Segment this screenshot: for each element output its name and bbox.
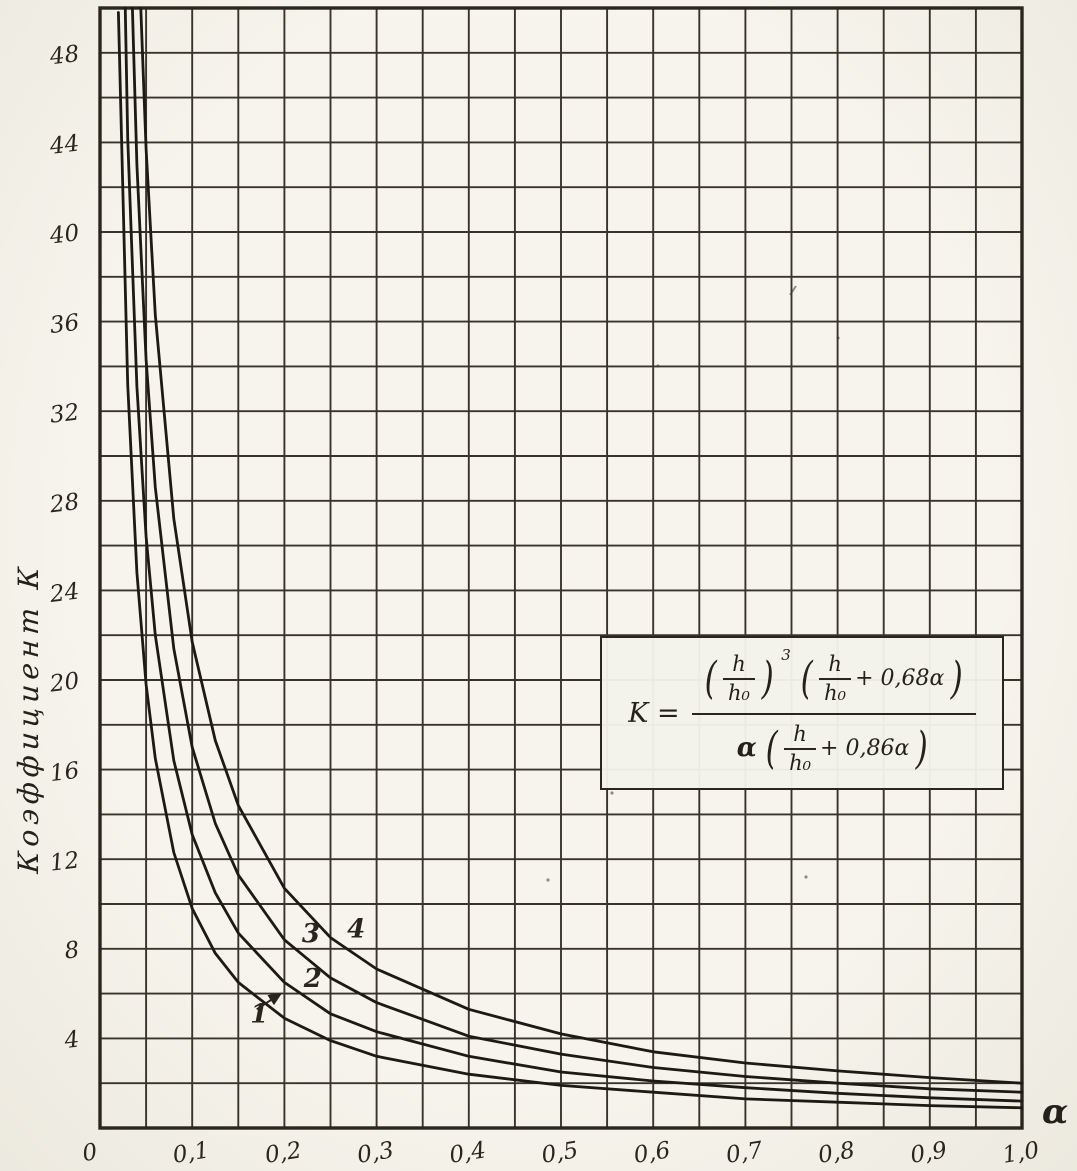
paren-open: (: [800, 653, 813, 705]
h-over-h0-fraction: h h₀: [784, 724, 817, 774]
scan-artifacts: [546, 285, 840, 882]
curve-1: [117, 11, 1024, 1110]
formula-alpha-coef: α: [736, 733, 757, 764]
plot-border: [98, 6, 1024, 1130]
x-tick-label: 0,6: [632, 1137, 672, 1168]
x-tick-label: 1,0: [1001, 1137, 1041, 1168]
y-tick-label: 12: [48, 847, 80, 876]
tick-labels: 0 0,1 0,2 0,3 0,4 0,5 0,6 0,7 0,8 0,9 1,0481216202…: [48, 41, 1041, 1169]
x-tick-label: 0,3: [355, 1137, 395, 1168]
y-axis-title: Коэффициент К: [12, 561, 45, 875]
paren-open: (: [704, 653, 717, 705]
formula-den-term: + 0,86α: [820, 736, 910, 762]
h-over-h0-fraction: h h₀: [723, 654, 755, 704]
y-tick-label: 8: [63, 937, 81, 965]
y-tick-label: 20: [48, 668, 81, 697]
y-tick-label: 24: [48, 579, 81, 608]
x-tick-label: 0,2: [263, 1137, 303, 1168]
formula-numerator: ( h h₀ ) 3 ( h h₀ + 0,68α ): [691, 647, 976, 715]
y-tick-label: 48: [48, 41, 81, 70]
y-tick-label: 16: [48, 758, 80, 787]
formula-num-term: + 0,68α: [855, 666, 945, 692]
x-axis-title: α: [1042, 1092, 1069, 1132]
curves: [117, 7, 1024, 1110]
curve-label-3: 3: [302, 919, 320, 949]
x-tick-label: 0,1: [171, 1137, 211, 1168]
x-tick-label: 0,4: [448, 1137, 488, 1168]
formula-exponent: 3: [781, 646, 791, 664]
paren-close: ): [761, 653, 774, 705]
h-over-h0-fraction: h h₀: [819, 654, 852, 704]
curve-label-arrow: [256, 992, 283, 1011]
curve-label-4: 4: [347, 915, 365, 945]
curve-label-1: 1: [250, 1000, 268, 1030]
x-tick-label: 0,5: [540, 1137, 580, 1168]
x-tick-label: 0,9: [909, 1137, 949, 1168]
formula-fraction: ( h h₀ ) 3 ( h h₀ + 0,68α ) α ( h: [691, 647, 976, 774]
y-tick-label: 32: [48, 399, 80, 428]
curve-label-2: 2: [303, 964, 322, 994]
y-tick-label: 36: [48, 310, 80, 339]
curve-4: [139, 7, 1024, 1085]
y-tick-label: 40: [48, 220, 81, 249]
x-tick-label: 0,7: [724, 1137, 765, 1168]
y-tick-label: 44: [48, 131, 81, 160]
paren-close: ): [915, 723, 929, 775]
x-tick-label: 0,8: [816, 1137, 856, 1168]
paren-close: ): [950, 653, 964, 705]
x-tick-label: 0: [81, 1139, 100, 1167]
paren-open: (: [765, 723, 778, 775]
formula-denominator: α ( h h₀ + 0,86α ): [737, 715, 931, 774]
curve-2: [123, 7, 1024, 1103]
curve-3: [130, 7, 1024, 1094]
formula-box: K = ( h h₀ ) 3 ( h h₀ + 0,68α ) α: [600, 636, 1004, 790]
formula-lhs: K =: [628, 697, 680, 729]
grid-lines: [99, 7, 1023, 1129]
y-tick-label: 4: [62, 1027, 81, 1055]
y-tick-label: 28: [48, 489, 81, 518]
